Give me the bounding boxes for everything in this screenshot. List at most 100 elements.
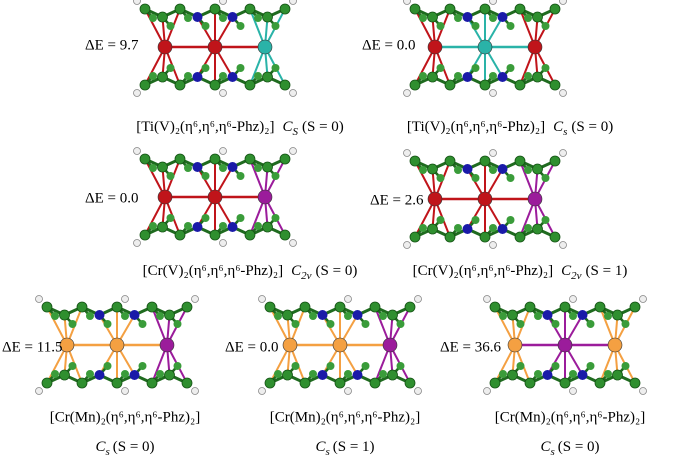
energy-label: ΔE = 0.0 bbox=[85, 190, 139, 206]
point-group-sub: s bbox=[105, 446, 109, 458]
carbon bbox=[524, 377, 536, 389]
carbon bbox=[427, 71, 438, 83]
nitrogen bbox=[129, 370, 140, 380]
carbon bbox=[454, 224, 462, 232]
hydrogen bbox=[289, 89, 297, 97]
carbon bbox=[549, 79, 561, 91]
metal-atom bbox=[257, 189, 273, 205]
point-group: C bbox=[315, 439, 326, 455]
carbon bbox=[184, 164, 192, 172]
carbon bbox=[149, 164, 157, 172]
carbon bbox=[262, 221, 273, 233]
carbon bbox=[219, 222, 227, 230]
carbon bbox=[299, 377, 311, 389]
structure-panel: ΔE = 9.7 [Ti(V)₂(η⁶,η⁶,η⁶-Phz)₂] CS (S = 0) bbox=[85, 0, 344, 138]
carbon bbox=[427, 11, 438, 23]
carbon bbox=[181, 377, 193, 389]
carbon bbox=[344, 312, 352, 320]
carbon bbox=[387, 369, 398, 381]
hydrogen bbox=[559, 89, 567, 97]
carbon bbox=[156, 370, 164, 378]
formula: [Cr(Mn)₂(η⁶,η⁶,η⁶-Phz)₂] bbox=[495, 409, 645, 425]
carbon bbox=[174, 3, 186, 15]
carbon bbox=[138, 320, 147, 328]
metal-atom bbox=[607, 337, 623, 353]
structure-panel: ΔE = 0.0 [Cr(V)₂(η⁶,η⁶,η⁶-Phz)₂] C2v (S = 0… bbox=[85, 147, 357, 282]
carbon bbox=[121, 370, 129, 378]
carbon bbox=[524, 301, 536, 313]
carbon bbox=[244, 79, 256, 91]
spin-state: (S = 0) bbox=[571, 119, 613, 135]
hydrogen bbox=[35, 295, 43, 303]
carbon bbox=[569, 312, 577, 320]
carbon bbox=[506, 22, 515, 30]
carbon bbox=[479, 3, 491, 15]
carbon bbox=[164, 369, 175, 381]
hydrogen bbox=[219, 147, 227, 155]
metal-atom bbox=[207, 189, 223, 205]
hydrogen bbox=[489, 149, 497, 157]
carbon bbox=[236, 22, 245, 30]
carbon bbox=[499, 370, 507, 378]
nitrogen bbox=[352, 370, 363, 380]
carbon bbox=[549, 155, 561, 167]
nitrogen bbox=[192, 162, 203, 172]
carbon bbox=[219, 72, 227, 80]
hydrogen bbox=[219, 89, 227, 97]
carbon bbox=[103, 320, 112, 328]
hydrogen bbox=[403, 149, 411, 157]
carbon bbox=[271, 22, 280, 30]
carbon bbox=[157, 161, 168, 173]
carbon bbox=[219, 14, 227, 22]
nitrogen bbox=[497, 164, 508, 174]
hydrogen bbox=[569, 295, 577, 303]
nitrogen bbox=[462, 164, 473, 174]
carbon bbox=[173, 320, 182, 328]
metal-atom bbox=[557, 337, 573, 353]
carbon bbox=[516, 362, 525, 370]
carbon bbox=[146, 377, 158, 389]
hydrogen bbox=[133, 89, 141, 97]
nitrogen bbox=[192, 12, 203, 22]
carbon bbox=[279, 3, 291, 15]
carbon bbox=[604, 370, 612, 378]
hydrogen bbox=[559, 241, 567, 249]
carbon bbox=[184, 14, 192, 22]
carbon bbox=[514, 155, 526, 167]
nitrogen bbox=[542, 310, 553, 320]
metal-atom bbox=[332, 337, 348, 353]
carbon bbox=[209, 153, 221, 165]
carbon bbox=[139, 229, 151, 241]
carbon bbox=[76, 377, 88, 389]
carbon bbox=[534, 312, 542, 320]
carbon bbox=[149, 14, 157, 22]
carbon bbox=[612, 309, 623, 321]
point-group-sub: 2v bbox=[301, 270, 312, 282]
carbon bbox=[326, 320, 335, 328]
carbon bbox=[254, 72, 262, 80]
carbon bbox=[274, 370, 282, 378]
carbon bbox=[479, 231, 491, 243]
point-group: C bbox=[540, 439, 551, 455]
carbon bbox=[264, 377, 276, 389]
hydrogen bbox=[121, 387, 129, 395]
carbon bbox=[541, 22, 550, 30]
carbon bbox=[559, 377, 571, 389]
carbon bbox=[184, 72, 192, 80]
hydrogen bbox=[289, 239, 297, 247]
hydrogen bbox=[414, 387, 422, 395]
hydrogen bbox=[289, 0, 297, 5]
carbon bbox=[489, 224, 497, 232]
nitrogen bbox=[227, 12, 238, 22]
structure-panel: ΔE = 11.5 [Cr(Mn)₂(η⁶,η⁶,η⁶-Phz)₂] Cs (S = … bbox=[2, 295, 200, 458]
hydrogen bbox=[219, 239, 227, 247]
carbon bbox=[559, 301, 571, 313]
carbon bbox=[262, 71, 273, 83]
carbon bbox=[444, 155, 456, 167]
caption: [Ti(V)₂(η⁶,η⁶,η⁶-Phz)₂] CS (S = 0) bbox=[136, 119, 344, 137]
nitrogen bbox=[192, 222, 203, 232]
carbon bbox=[541, 216, 550, 224]
spin-state: (S = 0) bbox=[558, 439, 600, 455]
carbon bbox=[166, 64, 175, 72]
